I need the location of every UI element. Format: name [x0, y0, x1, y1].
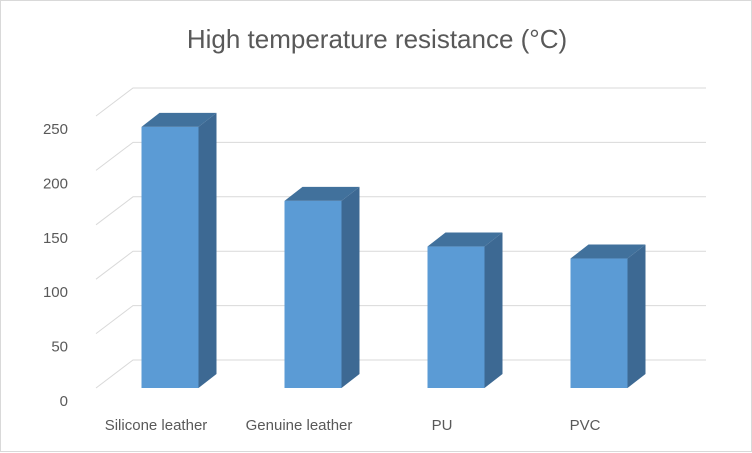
- y-axis-ticks: 0 50 100 150 200 250: [43, 121, 68, 410]
- y-tick-label: 150: [43, 230, 68, 247]
- y-tick-label: 250: [43, 121, 68, 138]
- bars: [141, 112, 646, 388]
- bar-front: [427, 246, 485, 388]
- x-tick-label: PVC: [570, 417, 601, 434]
- x-tick-label: Silicone leather: [105, 417, 208, 434]
- gridline: [95, 87, 706, 117]
- gridlines: [95, 87, 706, 389]
- y-tick-label: 100: [43, 284, 68, 301]
- bar: [141, 112, 217, 388]
- gridline: [95, 359, 706, 389]
- gridline: [95, 250, 706, 280]
- gridline: [95, 305, 706, 334]
- x-tick-label: Genuine leather: [246, 417, 353, 434]
- x-tick-label: PU: [432, 417, 453, 434]
- y-tick-label: 200: [43, 175, 68, 192]
- bar-top: [427, 232, 503, 247]
- chart-title: High temperature resistance (°C): [187, 24, 567, 54]
- bar-front: [284, 200, 342, 388]
- bar-top: [141, 112, 217, 127]
- bar-top: [570, 244, 646, 259]
- bar: [427, 232, 503, 388]
- x-axis-labels: Silicone leather Genuine leather PU PVC: [105, 417, 601, 434]
- bar-top: [284, 186, 360, 201]
- bar: [284, 186, 360, 388]
- bar: [570, 244, 646, 388]
- bar-side: [484, 232, 503, 388]
- bar-side: [198, 112, 217, 388]
- bar-front: [570, 258, 628, 388]
- bar-side: [627, 244, 646, 388]
- gridline: [95, 141, 706, 171]
- y-tick-label: 50: [51, 339, 68, 356]
- bar-front: [141, 126, 199, 388]
- bar-side: [341, 186, 360, 388]
- y-tick-label: 0: [60, 393, 68, 410]
- gridline: [95, 196, 706, 226]
